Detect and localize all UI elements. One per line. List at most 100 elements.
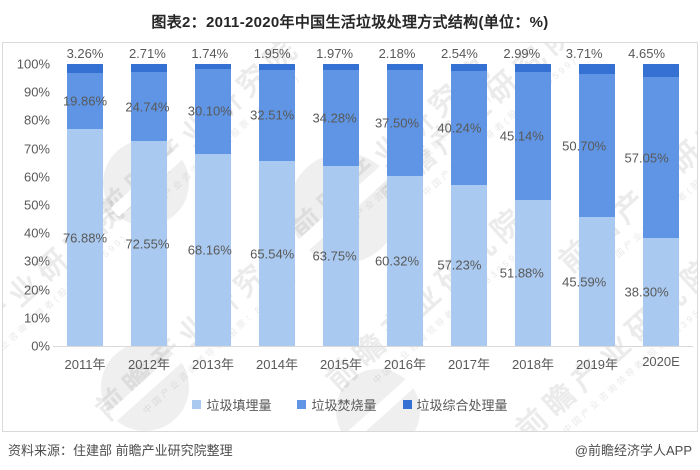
y-tick-label: 70% xyxy=(23,141,50,157)
bar-2020E: 38.30% 57.05% 4.65% xyxy=(625,46,693,346)
bar-2012年: 72.55% 24.74% 2.71% xyxy=(117,46,181,346)
data-label-landfill: 60.32% xyxy=(374,253,420,269)
data-label-landfill: 51.88% xyxy=(499,265,544,281)
stacked-bar: 65.54% 32.51% 1.95% xyxy=(250,46,295,346)
segment-landfill xyxy=(67,129,103,346)
segment-incineration xyxy=(387,70,423,176)
bar-2015年: 63.75% 34.28% 1.97% xyxy=(309,46,373,346)
x-tick-label: 2011年 xyxy=(64,357,106,372)
legend-swatch-icon xyxy=(192,400,202,409)
legend-label: 垃圾焚烧量 xyxy=(311,398,377,413)
segment-landfill xyxy=(643,238,679,346)
data-label-comprehensive: 3.26% xyxy=(66,46,104,61)
segment-incineration xyxy=(67,73,103,130)
data-label-incineration: 37.50% xyxy=(374,115,420,131)
bar-2017年: 57.23% 40.24% 2.54% xyxy=(437,46,501,346)
legend-label: 垃圾综合处理量 xyxy=(416,398,508,413)
x-tick-label: 2013年 xyxy=(192,357,234,372)
legend-item-landfill: 垃圾填埋量 xyxy=(192,395,271,414)
plot: 76.88% 19.86% 3.26% 72.55% 24.74% 2.71% 68.16%… xyxy=(53,46,693,346)
segment-comprehensive xyxy=(451,63,487,72)
data-label-incineration: 57.05% xyxy=(624,150,669,166)
data-label-incineration: 19.86% xyxy=(62,93,108,109)
data-label-landfill: 65.54% xyxy=(250,246,295,262)
y-tick-label: 60% xyxy=(23,169,50,185)
data-label-landfill: 57.23% xyxy=(437,257,482,273)
segment-comprehensive xyxy=(259,64,295,70)
segment-comprehensive xyxy=(387,64,423,71)
data-label-incineration: 24.74% xyxy=(125,99,170,115)
data-label-incineration: 30.10% xyxy=(187,103,232,119)
bar-2011年: 76.88% 19.86% 3.26% xyxy=(53,46,117,346)
data-label-landfill: 38.30% xyxy=(624,284,669,300)
chart-title: 图表2：2011-2020年中国生活垃圾处理方式结构(单位：%) xyxy=(151,14,549,31)
legend-swatch-icon xyxy=(297,400,307,409)
y-tick-label: 0% xyxy=(31,338,50,354)
data-label-incineration: 32.51% xyxy=(250,107,295,123)
data-label-incineration: 40.24% xyxy=(437,120,482,136)
bar-2014年: 65.54% 32.51% 1.95% xyxy=(245,46,309,346)
segment-incineration xyxy=(259,69,295,162)
segment-comprehensive xyxy=(323,64,359,70)
segment-comprehensive xyxy=(131,64,167,72)
stacked-bar: 57.23% 40.24% 2.54% xyxy=(437,46,487,346)
bar-2019年: 45.59% 50.70% 3.71% xyxy=(562,46,629,346)
x-tick-label: 2019年 xyxy=(576,357,618,372)
data-label-comprehensive: 2.18% xyxy=(378,46,416,61)
legend-swatch-icon xyxy=(402,400,412,409)
source-note: 资料来源：住建部 前瞻产业研究院整理 xyxy=(8,443,233,458)
stacked-bar: 60.32% 37.50% 2.18% xyxy=(375,46,423,346)
data-label-comprehensive: 2.54% xyxy=(440,46,478,61)
data-label-comprehensive: 1.95% xyxy=(253,46,291,61)
segment-incineration xyxy=(195,68,231,154)
data-label-comprehensive: 3.71% xyxy=(565,46,603,61)
x-axis-line xyxy=(53,346,693,347)
data-label-landfill: 76.88% xyxy=(62,230,108,246)
bar-2018年: 51.88% 45.14% 2.99% xyxy=(500,46,565,346)
bar-2016年: 60.32% 37.50% 2.18% xyxy=(373,46,437,346)
y-tick-label: 100% xyxy=(16,56,50,72)
segment-incineration xyxy=(515,72,551,200)
x-tick-label: 2015年 xyxy=(320,357,362,372)
data-label-comprehensive: 1.97% xyxy=(316,46,354,61)
data-label-landfill: 63.75% xyxy=(312,248,357,264)
y-tick-label: 30% xyxy=(23,253,50,269)
segment-incineration xyxy=(579,74,615,218)
legend-label: 垃圾填埋量 xyxy=(206,398,272,413)
footer: 资料来源：住建部 前瞻产业研究院整理 @前瞻经济学人APP xyxy=(0,440,700,459)
data-label-comprehensive: 4.65% xyxy=(628,46,666,61)
data-label-incineration: 50.70% xyxy=(562,138,607,154)
segment-landfill xyxy=(323,166,359,346)
stacked-bar: 51.88% 45.14% 2.99% xyxy=(500,46,551,346)
segment-comprehensive xyxy=(515,63,551,73)
y-tick-label: 80% xyxy=(23,112,50,128)
x-tick-label: 2018年 xyxy=(512,357,554,372)
stacked-bar: 72.55% 24.74% 2.71% xyxy=(125,46,169,346)
segment-incineration xyxy=(451,71,487,185)
stacked-bar: 68.16% 30.10% 1.74% xyxy=(188,46,232,346)
data-label-comprehensive: 1.74% xyxy=(191,46,229,61)
stacked-bar: 63.75% 34.28% 1.97% xyxy=(313,46,359,346)
stacked-bar: 45.59% 50.70% 3.71% xyxy=(562,46,615,346)
y-tick-label: 10% xyxy=(23,310,50,326)
x-tick-label: 2017年 xyxy=(448,357,490,372)
y-tick-label: 20% xyxy=(23,282,50,298)
brand-credit: @前瞻经济学人APP xyxy=(574,443,692,458)
data-label-incineration: 45.14% xyxy=(499,128,544,144)
chart-area: 前瞻产业研究院中国产业咨询领导者(股票：839599)前瞻产业研究院中国产业咨询… xyxy=(2,42,698,432)
data-label-incineration: 34.28% xyxy=(312,110,357,126)
data-label-landfill: 72.55% xyxy=(125,236,170,252)
y-tick-label: 90% xyxy=(23,84,50,100)
segment-landfill xyxy=(579,217,615,346)
x-tick-label: 2012年 xyxy=(128,357,170,372)
segment-comprehensive xyxy=(195,64,231,69)
data-label-landfill: 45.59% xyxy=(562,274,607,290)
segment-landfill xyxy=(131,141,167,346)
x-tick-label: 2014年 xyxy=(256,357,298,372)
legend-item-comprehensive: 垃圾综合处理量 xyxy=(402,395,508,414)
segment-landfill xyxy=(515,199,551,346)
segment-landfill xyxy=(195,153,231,346)
segment-comprehensive xyxy=(67,64,103,74)
segment-landfill xyxy=(387,175,423,346)
